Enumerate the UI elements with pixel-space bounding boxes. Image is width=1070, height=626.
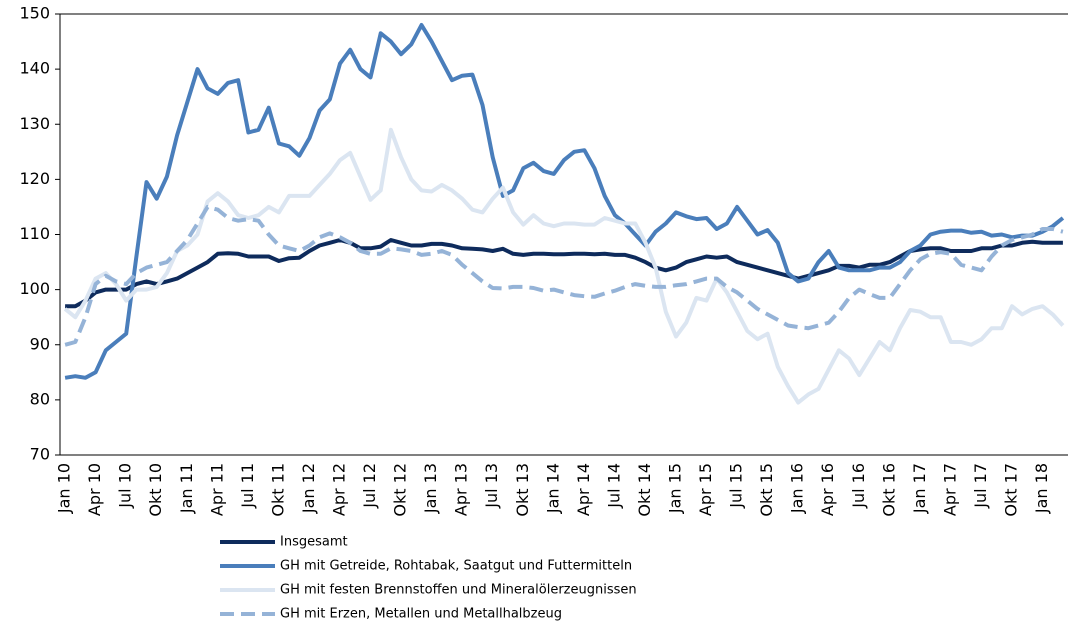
x-tick-label: Jan 18 <box>1032 463 1051 514</box>
x-tick-label: Apr 14 <box>574 463 593 516</box>
y-tick-label: 140 <box>19 59 50 78</box>
legend-label: GH mit Getreide, Rohtabak, Saatgut und F… <box>280 559 632 574</box>
x-tick-label: Apr 11 <box>207 463 226 516</box>
x-tick-label: Okt 10 <box>146 463 165 517</box>
series-line <box>65 238 1063 309</box>
x-tick-label: Apr 12 <box>330 463 349 516</box>
x-tick-label: Jan 12 <box>299 463 318 514</box>
x-tick-label: Jul 15 <box>727 463 746 509</box>
x-tick-label: Apr 15 <box>696 463 715 516</box>
x-tick-label: Jul 17 <box>971 463 990 509</box>
series-line <box>63 127 1065 405</box>
y-tick-label: 100 <box>19 279 50 298</box>
y-tick-label: 80 <box>30 389 50 408</box>
x-tick-label: Jul 16 <box>849 463 868 509</box>
x-tick-label: Jul 13 <box>482 463 501 509</box>
x-tick-label: Jan 13 <box>421 463 440 514</box>
x-tick-label: Jan 15 <box>666 463 685 514</box>
y-tick-label: 120 <box>19 169 50 188</box>
x-tick-label: Jan 17 <box>910 463 929 514</box>
x-tick-label: Okt 17 <box>1002 463 1021 517</box>
y-tick-label: 130 <box>19 114 50 133</box>
x-tick-label: Jul 12 <box>360 463 379 509</box>
x-tick-label: Jul 11 <box>238 463 257 509</box>
legend-label: GH mit Erzen, Metallen und Metallhalbzeu… <box>280 607 562 622</box>
series-line <box>64 23 1065 380</box>
x-tick-label: Okt 16 <box>879 463 898 517</box>
x-tick-label: Okt 12 <box>391 463 410 517</box>
x-tick-label: Okt 14 <box>635 463 654 517</box>
x-tick-label: Apr 16 <box>818 463 837 516</box>
x-tick-label: Apr 10 <box>85 463 104 516</box>
legend-label: Insgesamt <box>280 535 348 550</box>
x-tick-label: Okt 15 <box>757 463 776 517</box>
y-tick-label: 150 <box>19 4 50 23</box>
x-tick-label: Jan 11 <box>177 463 196 514</box>
x-tick-label: Apr 17 <box>940 463 959 516</box>
x-tick-label: Okt 13 <box>513 463 532 517</box>
y-tick-label: 90 <box>30 334 50 353</box>
x-tick-label: Okt 11 <box>268 463 287 517</box>
y-tick-label: 110 <box>19 224 50 243</box>
x-tick-label: Jan 14 <box>543 463 562 514</box>
x-tick-label: Jul 10 <box>116 463 135 509</box>
x-tick-label: Apr 13 <box>452 463 471 516</box>
x-tick-label: Jan 16 <box>788 463 807 514</box>
series-line <box>64 204 1064 347</box>
legend-label: GH mit festen Brennstoffen und Mineralöl… <box>280 583 637 598</box>
x-tick-label: Jul 14 <box>604 463 623 509</box>
y-tick-label: 70 <box>30 445 50 464</box>
x-tick-label: Jan 10 <box>55 463 74 514</box>
